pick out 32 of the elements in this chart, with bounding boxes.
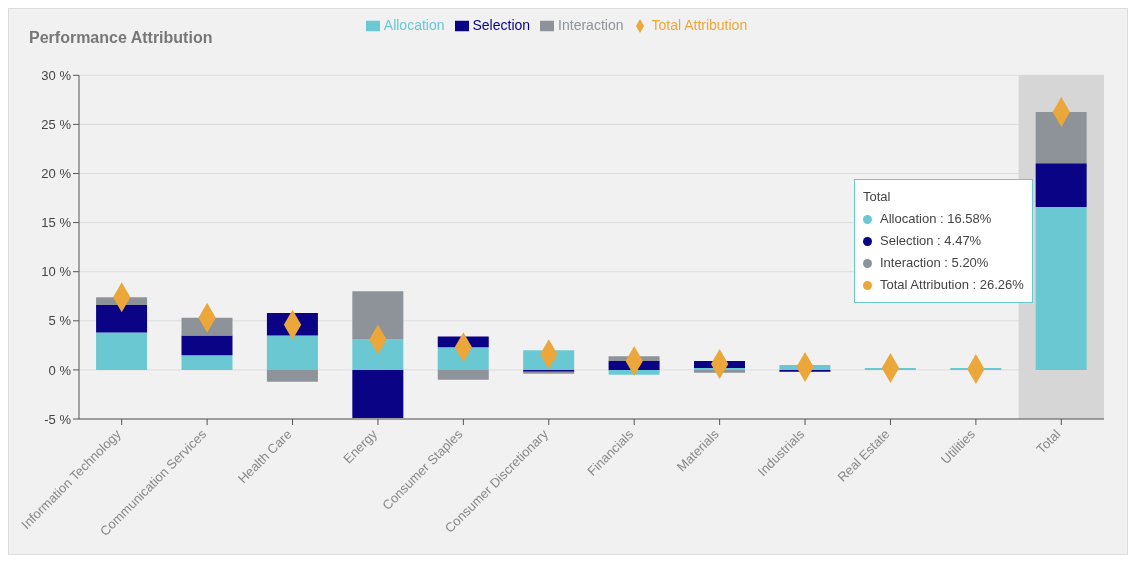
legend-label: Total Attribution	[651, 17, 748, 33]
y-tick-label: 20 %	[41, 166, 72, 182]
bar	[181, 355, 233, 370]
y-tick-label: 0 %	[48, 362, 72, 378]
bar	[352, 339, 404, 370]
y-tick-label: 30 %	[41, 67, 72, 83]
bar	[608, 369, 660, 375]
y-tick-label: 10 %	[41, 264, 72, 280]
y-tick-label: 5 %	[48, 313, 72, 329]
y-tick-label: 15 %	[41, 215, 72, 231]
bar	[437, 369, 489, 380]
y-tick-label: 25 %	[41, 117, 72, 133]
annotation: Selection : 4.47%	[880, 232, 982, 250]
bar	[352, 291, 404, 340]
bar	[352, 369, 404, 419]
legend-label: Interaction	[558, 17, 624, 33]
bar	[266, 369, 318, 382]
bar	[96, 305, 148, 333]
bar	[181, 335, 233, 356]
legend-label: Allocation	[383, 17, 445, 33]
bar	[1035, 163, 1087, 208]
y-tick-label: -5 %	[44, 411, 72, 427]
annotation: Interaction : 5.20%	[880, 254, 989, 272]
chart-title: Performance Attribution	[29, 29, 213, 47]
bar	[96, 332, 148, 370]
bar	[1035, 207, 1087, 370]
annotation: Total Attribution : 26.26%	[880, 276, 1024, 294]
bar	[1035, 112, 1087, 164]
annotation: Allocation : 16.58%	[880, 210, 992, 228]
legend-label: Selection	[472, 17, 531, 33]
bar	[266, 335, 318, 370]
annotation: Total	[863, 188, 891, 206]
